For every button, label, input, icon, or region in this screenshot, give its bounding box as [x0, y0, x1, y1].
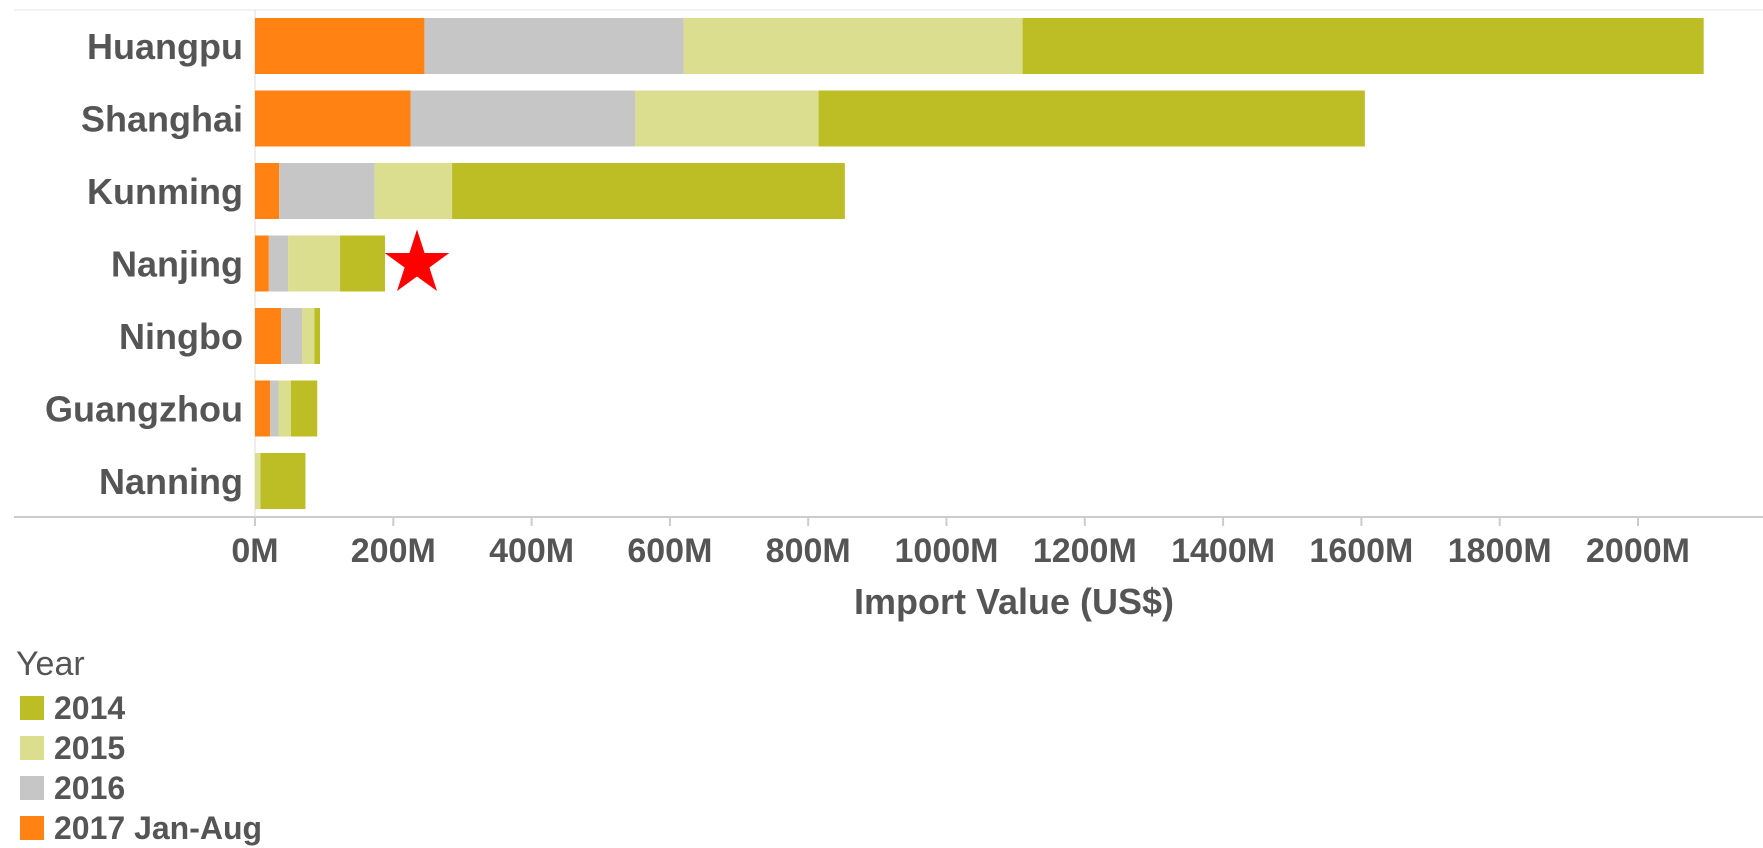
x-tick-label: 1000M: [895, 532, 999, 570]
star-annotation: [384, 229, 450, 291]
bar-segment: [279, 163, 375, 219]
bar-segment: [255, 380, 271, 437]
bar-segment: [818, 90, 1365, 147]
bar-segment: [281, 308, 303, 364]
legend-swatch: [20, 776, 44, 800]
x-tick-label: 1800M: [1448, 532, 1552, 570]
legend-label: 2014: [54, 689, 126, 726]
bar-segment: [302, 308, 315, 364]
legend-label: 2016: [54, 769, 126, 806]
category-label: Huangpu: [87, 26, 243, 67]
x-tick-label: 0M: [231, 532, 278, 570]
x-tick-label: 2000M: [1586, 532, 1690, 570]
category-label: Nanning: [99, 461, 243, 502]
category-label: Shanghai: [81, 99, 243, 140]
category-label: Ningbo: [119, 316, 243, 357]
bar-segment: [410, 90, 636, 147]
x-tick-label: 1600M: [1309, 532, 1413, 570]
bar-segment: [255, 453, 261, 509]
bar-segment: [374, 163, 453, 219]
legend-item: 2014: [16, 688, 262, 728]
bar-segment: [314, 308, 321, 364]
x-tick-label: 400M: [489, 532, 574, 570]
bar-segment: [340, 235, 386, 292]
bar-segment: [255, 163, 280, 219]
x-tick-label: 1200M: [1033, 532, 1137, 570]
annotations-group: [384, 229, 450, 291]
bar-segment: [270, 380, 279, 437]
bar-segment: [683, 18, 1023, 74]
x-tick-labels: 0M 200M 400M 600M 800M 1000M 1200M 1400M 1600M 18…: [231, 532, 1690, 570]
bars-group: [255, 18, 1704, 509]
bar-segment: [452, 163, 845, 219]
bar-segment: [1022, 18, 1704, 74]
bar-segment: [635, 90, 819, 147]
bar-segment: [255, 90, 411, 147]
x-axis-title: Import Value (US$): [854, 581, 1174, 622]
legend-items: 2014 2015 2016 2017 Jan-Aug: [16, 688, 262, 848]
bar-segment: [255, 235, 269, 292]
legend: Year 2014 2015 2016 2017 Jan-Aug: [16, 645, 262, 848]
x-tick-label: 200M: [351, 532, 436, 570]
legend-swatch: [20, 736, 44, 760]
legend-label: 2017 Jan-Aug: [54, 809, 263, 846]
bar-segment: [260, 453, 306, 509]
bar-segment: [255, 308, 282, 364]
x-tick-label: 600M: [627, 532, 712, 570]
legend-item: 2017 Jan-Aug: [16, 808, 262, 848]
bar-segment: [278, 380, 291, 437]
legend-swatch: [20, 816, 44, 840]
bar-segment: [255, 18, 425, 74]
x-tick-label: 1400M: [1171, 532, 1275, 570]
bar-segment: [288, 235, 341, 292]
category-labels: Huangpu Shanghai Kunming Nanjing Ningbo Guang…: [45, 26, 243, 502]
legend-label: 2015: [54, 729, 126, 766]
category-label: Nanjing: [111, 244, 243, 285]
bar-segment: [290, 380, 318, 437]
legend-item: 2016: [16, 768, 262, 808]
x-tick-label: 800M: [766, 532, 851, 570]
legend-title: Year: [16, 645, 85, 683]
legend-swatch: [20, 696, 44, 720]
bar-segment: [424, 18, 684, 74]
bar-segment: [268, 235, 289, 292]
legend-item: 2015: [16, 728, 262, 768]
category-label: Guangzhou: [45, 389, 243, 430]
category-label: Kunming: [87, 171, 243, 212]
